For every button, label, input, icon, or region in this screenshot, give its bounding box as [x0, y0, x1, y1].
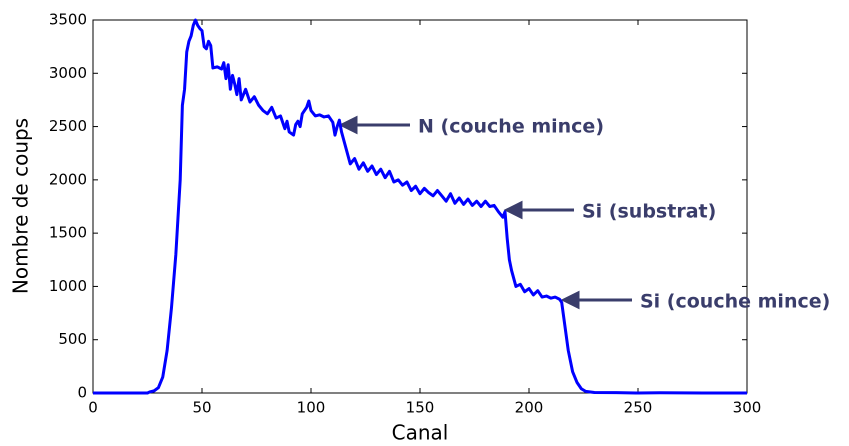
x-tick-label: 150: [406, 399, 435, 417]
arrow-head: [503, 200, 523, 220]
annotation: N (couche mince): [418, 116, 604, 138]
x-tick-label: 200: [515, 399, 544, 417]
y-tick-label: 3000: [49, 64, 87, 82]
x-tick-label: 0: [88, 399, 98, 417]
data-line: [93, 18, 747, 395]
arrow-head: [338, 115, 358, 135]
x-tick-label: 50: [192, 399, 211, 417]
y-axis-label: Nombre de coups: [9, 118, 33, 294]
x-tick-label: 300: [733, 399, 762, 417]
y-tick-label: 500: [58, 330, 87, 348]
annotations: N (couche mince) Si (substrat) Si (couch…: [338, 115, 830, 313]
y-tick-label: 2000: [49, 170, 87, 188]
x-axis-label: Canal: [392, 421, 449, 445]
annotation: Si (couche mince): [640, 291, 830, 313]
x-tick-label: 100: [297, 399, 326, 417]
y-tick-label: 3500: [49, 11, 87, 29]
y-tick-label: 1000: [49, 277, 87, 295]
y-tick-label: 1500: [49, 224, 87, 242]
annotation: Si (substrat): [582, 201, 716, 223]
y-tick-label: 2500: [49, 117, 87, 135]
x-tick-label: 250: [624, 399, 653, 417]
arrow-head: [560, 290, 580, 310]
y-tick-label: 0: [77, 384, 87, 402]
arrows: [338, 115, 632, 310]
